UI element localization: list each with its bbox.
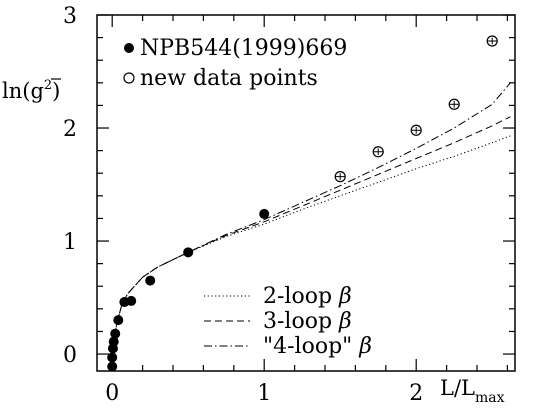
data-point-old [145,275,156,286]
x-tick-label: 2 [409,381,423,406]
y-tick-label: 2 [63,117,77,142]
legend-label-curve-0: 2-loop β [263,284,352,309]
y-tick-label: 3 [63,4,77,29]
curve-dashdot [111,82,511,368]
legend-label-curve-1: 3-loop β [263,309,352,334]
data-point-old [108,336,119,347]
data-point-old [107,352,118,363]
data-point-old [113,315,124,326]
x-axis-label: L/Lmax [440,376,505,406]
data-point-old [110,328,121,339]
data-points [107,35,498,372]
data-point-old [126,295,137,306]
y-tick-label: 0 [63,343,77,368]
plot-frame [96,14,516,372]
curve-dashed [111,116,511,368]
axis-tick-labels: 0 1 2 0 1 2 3 [63,4,423,406]
legend-open-marker [123,72,135,84]
y-tick-label: 1 [63,230,77,255]
x-tick-label: 0 [105,381,119,406]
legend-markers: NPB544(1999)669 new data points [123,36,347,91]
axis-ticks [97,14,515,371]
data-point-old [259,208,270,219]
legend-label-curve-2: "4-loop" β [263,334,372,359]
legend-label-series-1: new data points [140,66,318,91]
x-tick-label: 1 [257,381,271,406]
data-point-old [107,361,118,372]
data-point-old [183,247,194,258]
y-axis-label: ln(g2) [2,78,60,103]
legend-filled-marker [124,43,134,53]
y-label-superscript: 2 [44,78,52,93]
legend-curves: 2-loop β 3-loop β "4-loop" β [204,284,372,359]
legend-label-series-0: NPB544(1999)669 [140,36,347,61]
x-label-subscript: max [475,390,505,406]
theory-curves [111,82,511,368]
